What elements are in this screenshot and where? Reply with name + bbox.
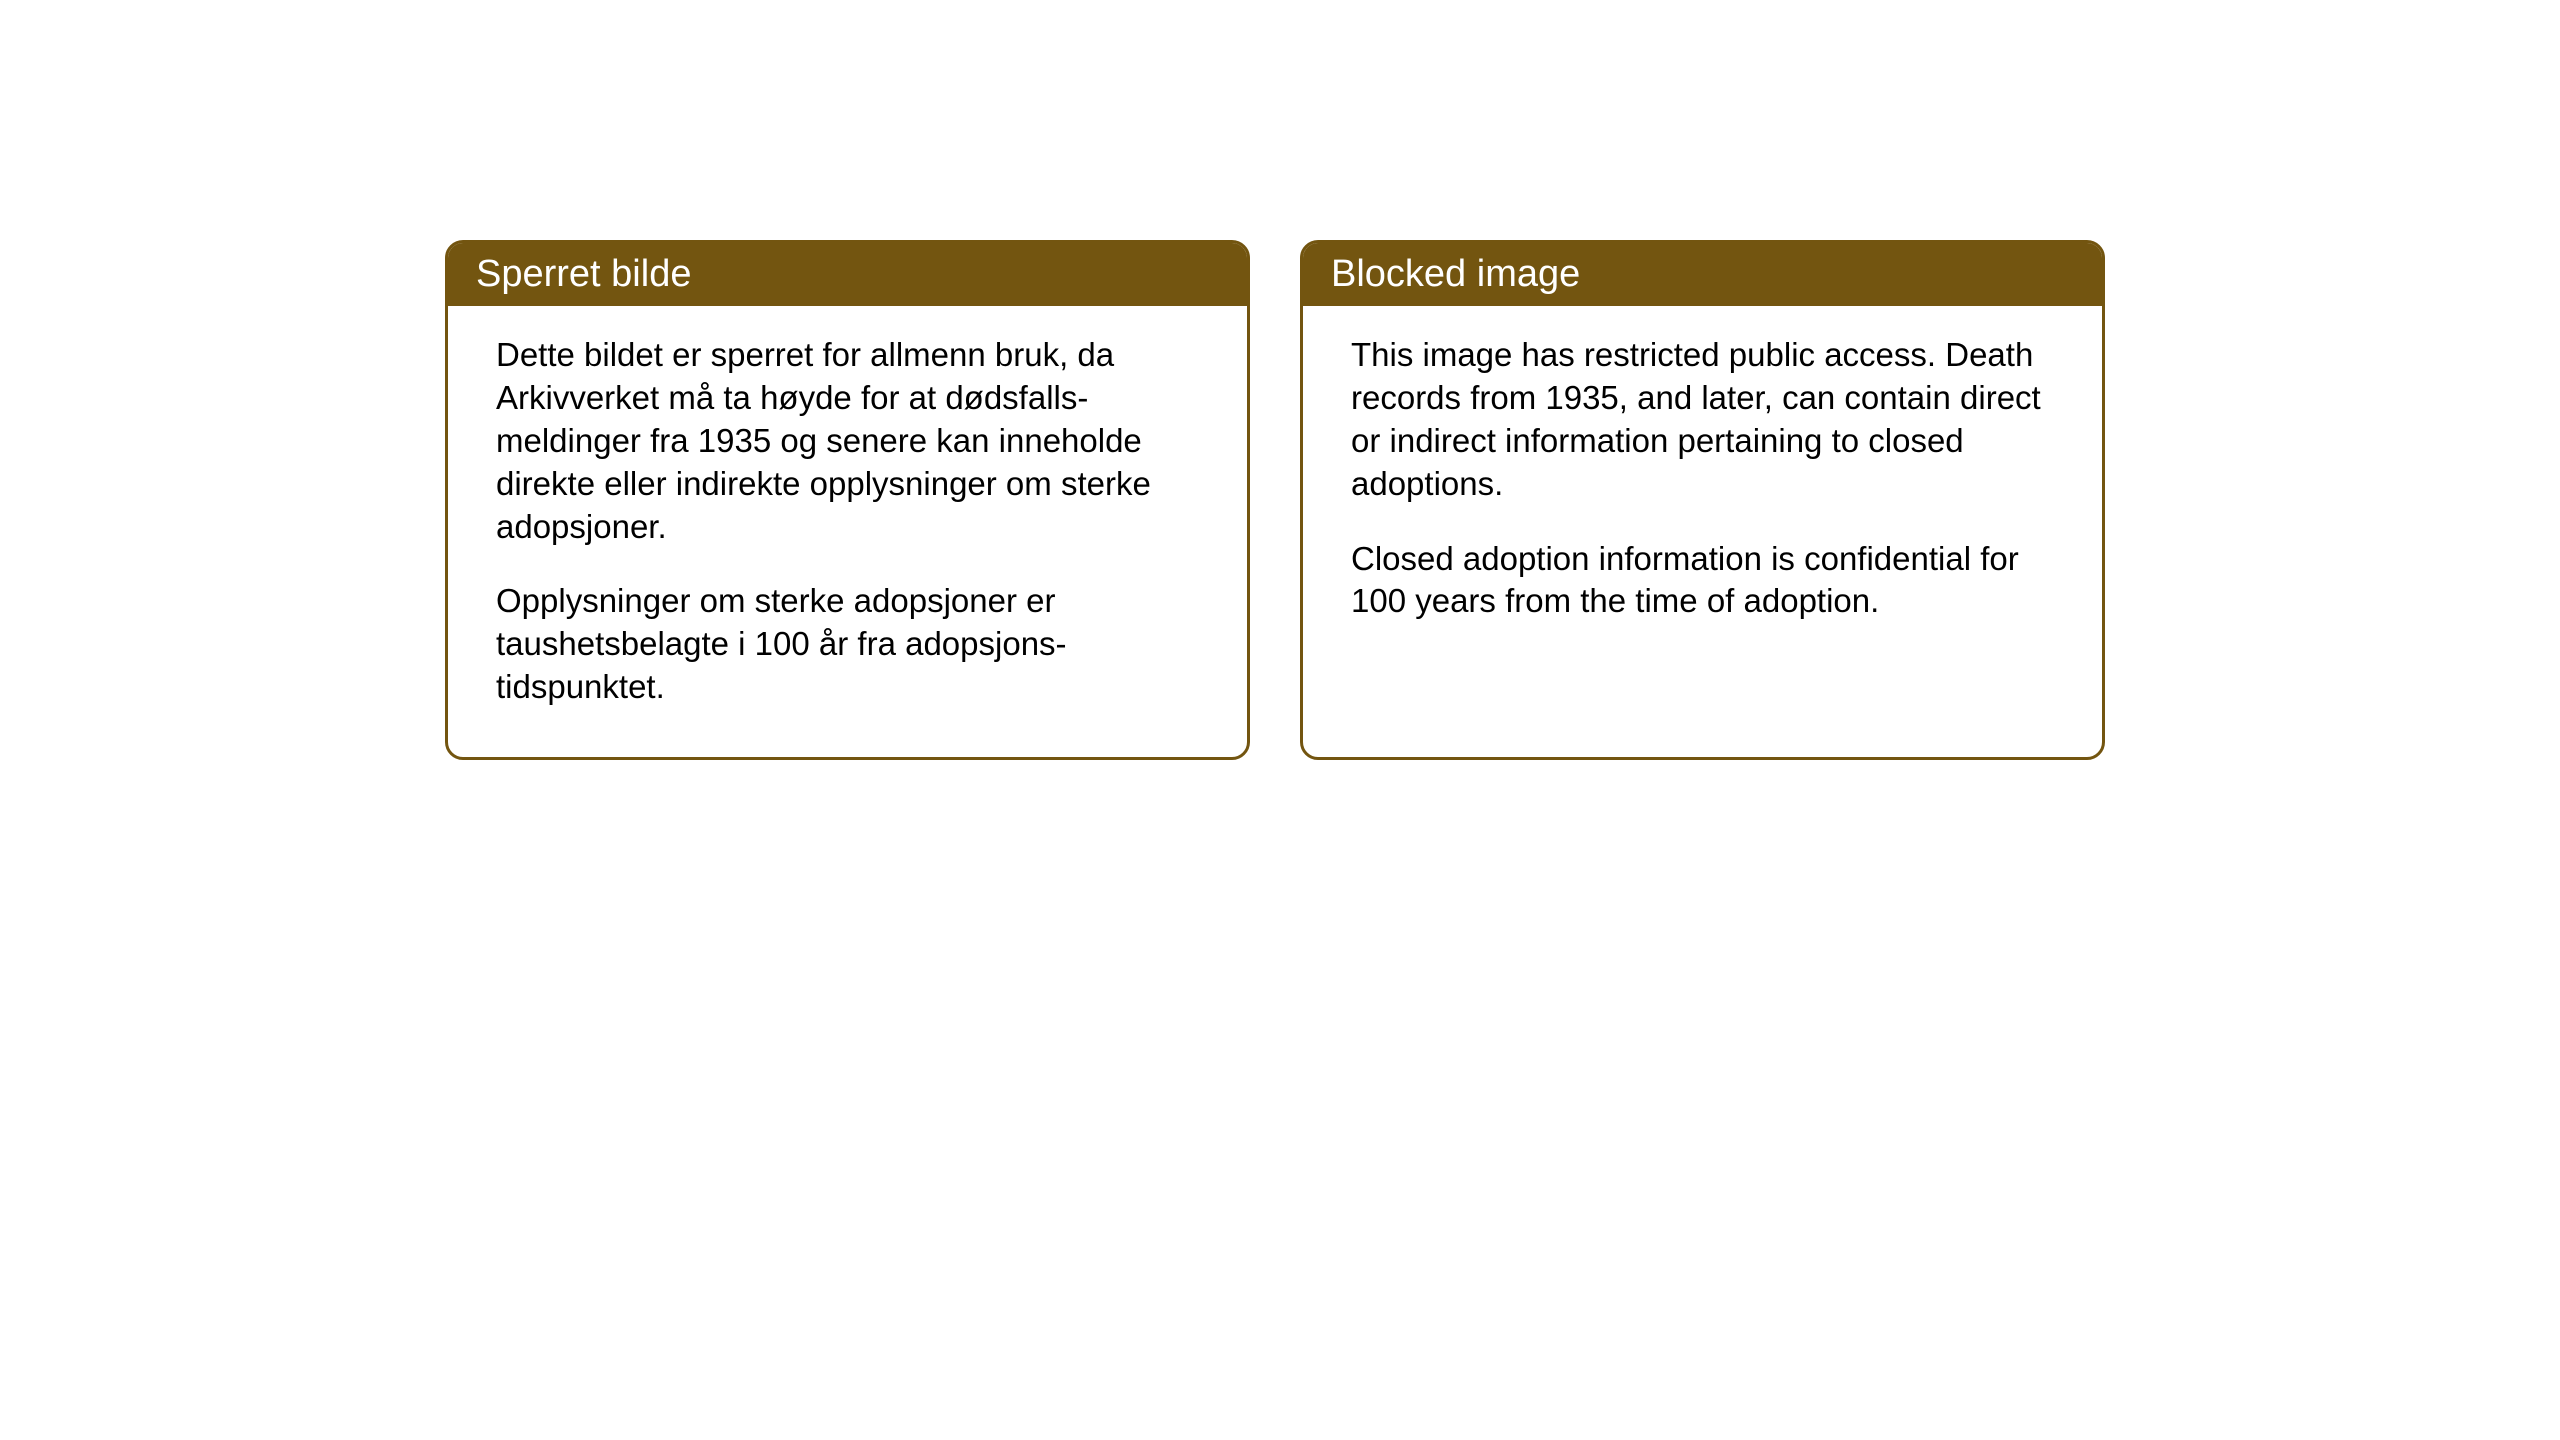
notice-title: Sperret bilde [476, 253, 691, 295]
notice-body-english: This image has restricted public access.… [1303, 306, 2102, 726]
notice-title: Blocked image [1331, 253, 1580, 295]
notice-paragraph: Dette bildet er sperret for allmenn bruk… [496, 334, 1199, 548]
notice-container: Sperret bilde Dette bildet er sperret fo… [0, 0, 2560, 760]
notice-header-english: Blocked image [1303, 243, 2102, 306]
notice-paragraph: Opplysninger om sterke adopsjoner er tau… [496, 580, 1199, 709]
notice-body-norwegian: Dette bildet er sperret for allmenn bruk… [448, 306, 1247, 757]
notice-paragraph: Closed adoption information is confident… [1351, 538, 2054, 624]
notice-paragraph: This image has restricted public access.… [1351, 334, 2054, 506]
notice-card-english: Blocked image This image has restricted … [1300, 240, 2105, 760]
notice-header-norwegian: Sperret bilde [448, 243, 1247, 306]
notice-card-norwegian: Sperret bilde Dette bildet er sperret fo… [445, 240, 1250, 760]
